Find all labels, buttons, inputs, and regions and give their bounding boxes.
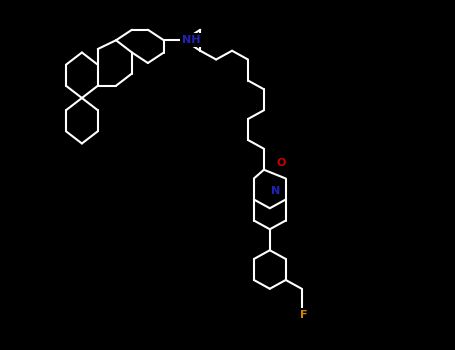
Text: O: O [277,158,286,168]
Text: N: N [271,186,280,196]
Text: NH: NH [182,35,200,45]
Text: F: F [300,310,308,320]
